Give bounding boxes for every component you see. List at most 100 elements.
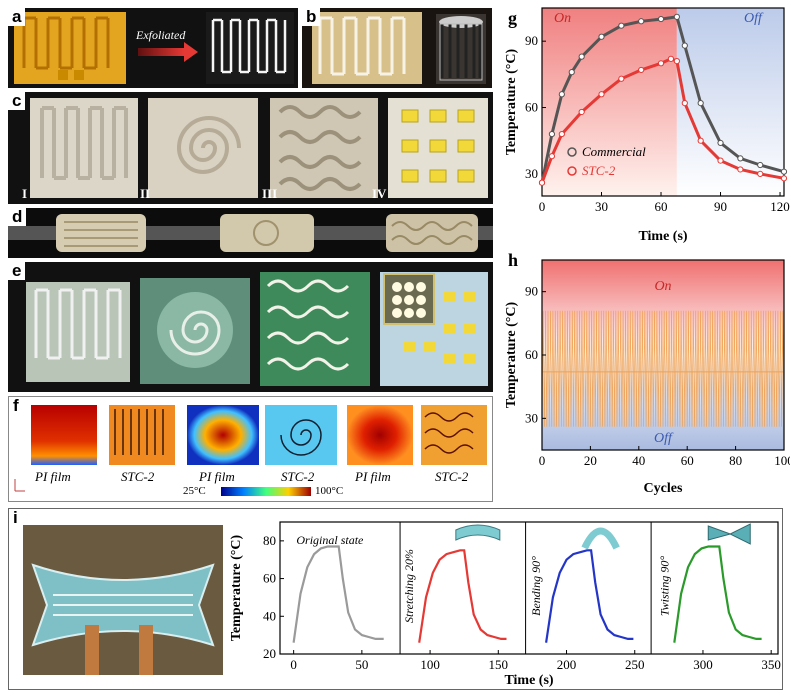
g-point-1-5	[618, 75, 625, 82]
panel-e: e	[8, 262, 493, 392]
colorbar-max: 100°C	[315, 485, 344, 497]
roman-iii: III	[262, 186, 278, 201]
i-series-2	[545, 549, 634, 643]
panel-f-thermal-maps	[14, 405, 487, 496]
caption-stc2-1: STC-2	[121, 469, 155, 484]
g-legend-commercial: Commercial	[582, 144, 646, 159]
g-ytick-label-0: 30	[525, 166, 538, 181]
panel-e-photos	[26, 272, 488, 386]
g-legend-stc2: STC-2	[582, 163, 616, 178]
h-xtick-label-2: 40	[632, 453, 645, 468]
i-ylabel: Temperature (°C)	[229, 535, 244, 642]
g-xtick-label-3: 90	[714, 199, 727, 214]
i-series-3	[673, 545, 762, 643]
h-ylabel: Temperature (°C)	[504, 302, 519, 409]
i-xtick-label-2: 100	[420, 657, 440, 672]
g-point-1-13	[737, 166, 744, 173]
g-legend-marker-stc2	[567, 166, 577, 176]
h-cycle-series	[541, 310, 785, 427]
g-on-region	[542, 8, 677, 196]
chart-g: g 0 30 60 90 120 30 60 90 On Off Commercial STC-2 Ti…	[504, 7, 790, 244]
g-point-0-9	[673, 13, 680, 20]
i-label-3: Twisting 90°	[657, 556, 671, 616]
g-ylabel: Temperature (°C)	[504, 49, 519, 156]
g-point-1-9	[673, 57, 680, 65]
caption-pi-film-2: PI film	[199, 469, 235, 484]
g-point-1-6	[638, 66, 645, 74]
i-icon-stretched-film	[455, 524, 501, 541]
g-annotation-off: Off	[744, 11, 764, 26]
panel-c: c I II III IV	[8, 92, 493, 204]
i-label-1: Stretching 20%	[402, 549, 416, 623]
exfoliated-text: Exfoliated	[136, 28, 186, 42]
panel-c-photos	[30, 98, 488, 198]
panel-b-label: b	[302, 8, 321, 26]
g-point-0-4	[578, 53, 585, 60]
i-icon-twisted-film	[707, 523, 751, 545]
i-ytick-label-1: 40	[263, 608, 276, 623]
g-annotation-on: On	[554, 11, 571, 26]
g-series-stc-2	[540, 57, 785, 184]
panel-a: a Exfoliated	[8, 8, 298, 88]
g-point-1-0	[538, 179, 546, 186]
g-ytick-label-1: 60	[525, 100, 538, 115]
panel-i-photo	[23, 525, 223, 675]
i-series-0	[292, 545, 384, 643]
i-xtick-label-4: 200	[557, 657, 577, 672]
panel-c-label: c	[8, 92, 26, 110]
g-point-0-1	[548, 130, 556, 138]
i-xtick-label-6: 300	[693, 657, 713, 672]
g-point-1-1	[548, 153, 556, 160]
panel-a-photos	[14, 12, 294, 84]
g-point-1-15	[780, 175, 788, 182]
g-point-0-13	[737, 155, 744, 162]
roman-ii: II	[140, 186, 151, 201]
g-point-0-7	[638, 18, 645, 25]
h-ytick-label-2: 90	[525, 284, 538, 299]
panel-b: b	[302, 8, 492, 88]
g-point-0-15	[780, 168, 788, 175]
h-xtick-label-4: 80	[729, 453, 742, 468]
i-ytick-label-3: 80	[263, 533, 276, 548]
chart-h: h 0 20 40 60 80 100 30 60 90 On Off Cycles Temperatu…	[504, 250, 790, 496]
g-point-1-8	[667, 55, 675, 62]
i-xtick-label-3: 150	[489, 657, 509, 672]
h-xlabel: Cycles	[644, 481, 683, 496]
colorbar-min: 25°C	[183, 485, 206, 497]
panel-h-label: h	[508, 250, 518, 270]
i-xlabel: Time (s)	[504, 673, 553, 688]
panel-f-label: f	[9, 397, 23, 415]
i-xtick-label-5: 250	[625, 657, 645, 672]
h-xtick-label-0: 0	[539, 453, 546, 468]
g-xlabel: Time (s)	[638, 229, 687, 244]
g-point-0-6	[618, 22, 625, 29]
panel-d-label: d	[8, 208, 27, 226]
i-ytick-label-0: 20	[263, 646, 276, 661]
g-point-0-8	[657, 15, 665, 23]
panel-b-photos	[312, 12, 486, 84]
panel-i: i	[8, 508, 783, 690]
g-point-0-12	[717, 139, 724, 147]
g-point-1-4	[598, 91, 605, 98]
h-annotation-on: On	[654, 279, 671, 294]
h-xtick-label-3: 60	[681, 453, 694, 468]
g-xtick-label-2: 60	[655, 199, 668, 214]
g-point-0-3	[568, 69, 575, 76]
g-point-1-12	[717, 157, 724, 164]
caption-stc2-3: STC-2	[435, 469, 469, 484]
h-ytick-label-0: 30	[525, 410, 538, 425]
panel-g-label: g	[508, 8, 517, 28]
i-ytick-label-2: 60	[263, 571, 276, 586]
panel-d: d	[8, 208, 493, 258]
g-frame	[541, 7, 785, 197]
i-xtick-label-7: 350	[761, 657, 781, 672]
roman-i: I	[22, 186, 28, 201]
chart-i: 0 50 100 150 200 250 300 350 20 40 60 80 Original st…	[229, 521, 781, 688]
g-point-1-11	[697, 137, 704, 144]
g-point-0-10	[681, 42, 688, 49]
g-legend-marker-commercial	[567, 147, 577, 157]
g-xtick-label-4: 120	[770, 199, 790, 214]
i-icon-bent-film	[581, 527, 620, 550]
caption-pi-film-1: PI film	[35, 469, 71, 484]
caption-pi-film-3: PI film	[355, 469, 391, 484]
